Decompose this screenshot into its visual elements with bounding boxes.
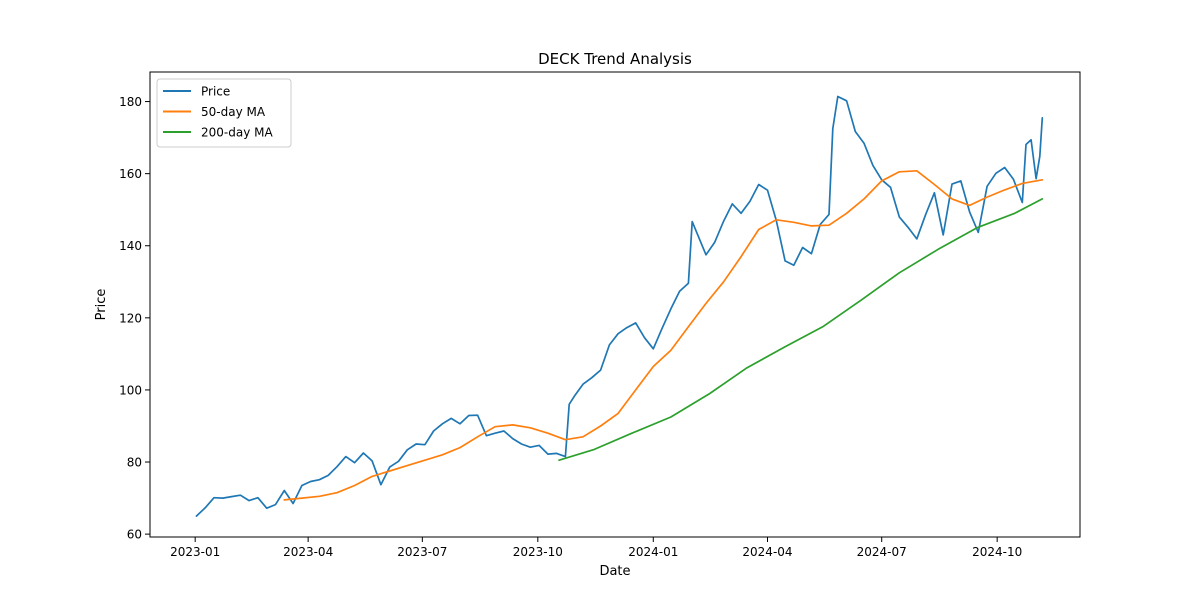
legend-label-0: Price: [201, 85, 230, 99]
legend-label-2: 200-day MA: [201, 126, 273, 140]
x-tick-label: 2023-04: [283, 545, 333, 559]
series-layer: [195, 95, 1044, 517]
x-tick-label: 2024-04: [742, 545, 792, 559]
series-line-0: [195, 95, 1044, 517]
x-tick-label: 2024-07: [857, 545, 907, 559]
plot-frame: [149, 71, 1081, 538]
x-axis-label: Date: [599, 564, 630, 579]
y-tick-label: 60: [127, 528, 142, 542]
y-tick-label: 100: [119, 383, 142, 397]
x-tick-label: 2024-10: [972, 545, 1022, 559]
plot-area: [150, 72, 1080, 537]
x-tick-label: 2024-01: [628, 545, 678, 559]
legend-box: [156, 78, 292, 148]
y-tick-label: 120: [119, 311, 142, 325]
y-tick-label: 160: [119, 167, 142, 181]
series-line-1: [283, 169, 1044, 501]
series-line-2: [558, 198, 1044, 462]
legend: Price 50-day MA 200-day MA: [156, 78, 292, 148]
legend-label-1: 50-day MA: [201, 105, 266, 119]
y-tick-label: 80: [127, 456, 142, 470]
y-axis: 60 80 100 120 140 160 180: [119, 95, 150, 542]
y-tick-label: 180: [119, 95, 142, 109]
x-tick-label: 2023-10: [513, 545, 563, 559]
chart-title: DECK Trend Analysis: [538, 50, 692, 68]
x-tick-label: 2023-01: [170, 545, 220, 559]
y-tick-label: 140: [119, 239, 142, 253]
y-axis-label: Price: [94, 289, 109, 321]
x-tick-label: 2023-07: [397, 545, 447, 559]
x-axis: 2023-01 2023-04 2023-07 2023-10 2024-01 2024-…: [170, 537, 1022, 559]
